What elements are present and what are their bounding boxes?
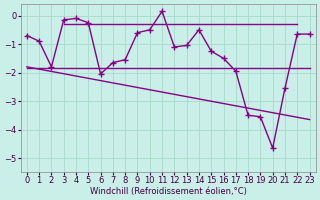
X-axis label: Windchill (Refroidissement éolien,°C): Windchill (Refroidissement éolien,°C) <box>90 187 247 196</box>
